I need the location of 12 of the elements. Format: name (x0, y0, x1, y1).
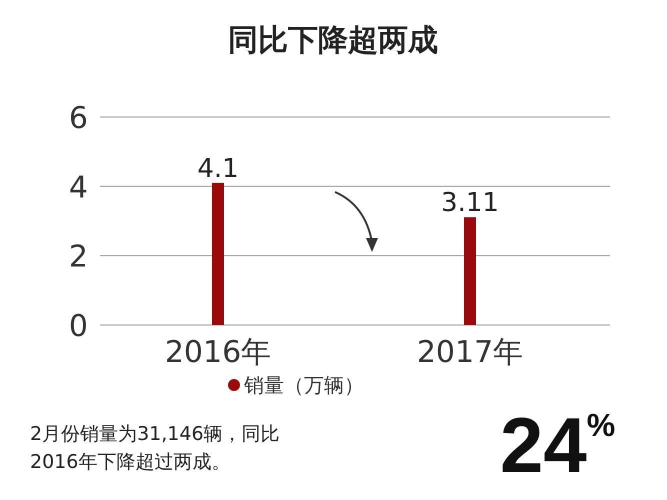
text: 24$^{%}$ (500, 401, 616, 489)
chart-title: 同比下降超两成 (228, 23, 438, 58)
text: 2月份销量为31,146辆，同比2016年下降超过两成。 (30, 422, 281, 475)
legend-label: 销量（万辆） (243, 373, 364, 397)
y-tick-label: 6 (68, 101, 88, 136)
data-label: 3.11 (441, 188, 499, 218)
y-tick-label: 2 (68, 240, 88, 275)
y-tick-label: 4 (68, 170, 88, 206)
y-tick-label: 0 (68, 309, 88, 344)
x-tick-label: 2017年 (416, 335, 524, 370)
x-tick-label: 2016年 (164, 335, 272, 370)
data-label: 4.1 (197, 154, 239, 184)
